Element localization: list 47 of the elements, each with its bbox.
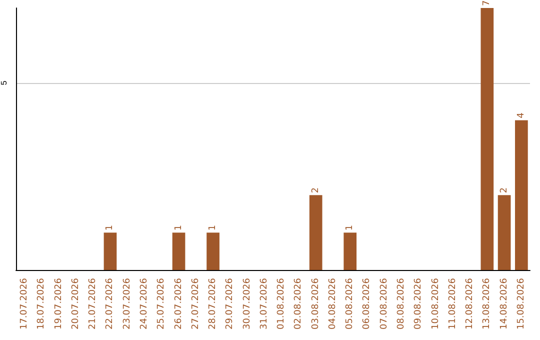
bar: [344, 232, 357, 270]
x-tick-label: 04.08.2026: [328, 278, 338, 330]
x-tick-label: 09.08.2026: [414, 278, 424, 330]
data-label: 2: [310, 187, 321, 194]
x-tick-label: 14.08.2026: [499, 278, 510, 330]
x-tick-label: 10.08.2026: [430, 278, 441, 330]
x-tick-label: 23.07.2026: [122, 278, 132, 330]
x-tick-label: 17.07.2026: [20, 278, 30, 330]
bar: [515, 120, 528, 270]
data-label: 1: [174, 224, 184, 231]
x-tick-label: 24.07.2026: [140, 278, 150, 330]
x-tick-label: 22.07.2026: [105, 278, 116, 330]
x-tick-label: 02.08.2026: [294, 278, 304, 330]
x-tick-label: 07.08.2026: [379, 278, 390, 330]
bar: [172, 232, 186, 270]
x-tick-label: 19.07.2026: [54, 278, 64, 330]
y-tick-label: 5: [0, 80, 8, 86]
bar: [498, 195, 511, 270]
x-tick-label: 15.08.2026: [516, 278, 526, 330]
x-tick-label: 03.08.2026: [310, 278, 321, 330]
x-tick-label: 31.07.2026: [259, 278, 270, 330]
x-tick-label: 18.07.2026: [36, 278, 47, 330]
data-label: 1: [105, 224, 116, 231]
x-tick-label: 27.07.2026: [190, 278, 201, 330]
x-tick-label: 01.08.2026: [276, 278, 287, 330]
x-tick-label: 30.07.2026: [242, 278, 252, 330]
x-tick-label: 11.08.2026: [448, 278, 458, 330]
bar: [104, 232, 117, 270]
bar: [309, 195, 322, 270]
x-tick-label: 13.08.2026: [482, 278, 492, 330]
x-tick-label: 08.08.2026: [396, 278, 406, 330]
x-tick-label: 29.07.2026: [225, 278, 236, 330]
x-tick-label: 06.08.2026: [362, 278, 372, 330]
x-tick-label: 21.07.2026: [88, 278, 98, 330]
bar: [206, 232, 220, 270]
x-tick-label: 05.08.2026: [345, 278, 356, 330]
data-label: 1: [208, 224, 218, 231]
x-tick-label: 25.07.2026: [156, 278, 167, 330]
x-tick-label: 26.07.2026: [174, 278, 184, 330]
data-label: 2: [499, 187, 510, 194]
data-label: 4: [516, 112, 526, 118]
x-tick-label: 20.07.2026: [70, 278, 81, 330]
x-tick-label: 12.08.2026: [465, 278, 476, 330]
data-label: 1: [345, 224, 356, 231]
x-tick-label: 28.07.2026: [208, 278, 218, 330]
data-label: 7: [482, 0, 492, 6]
bar: [480, 8, 494, 270]
